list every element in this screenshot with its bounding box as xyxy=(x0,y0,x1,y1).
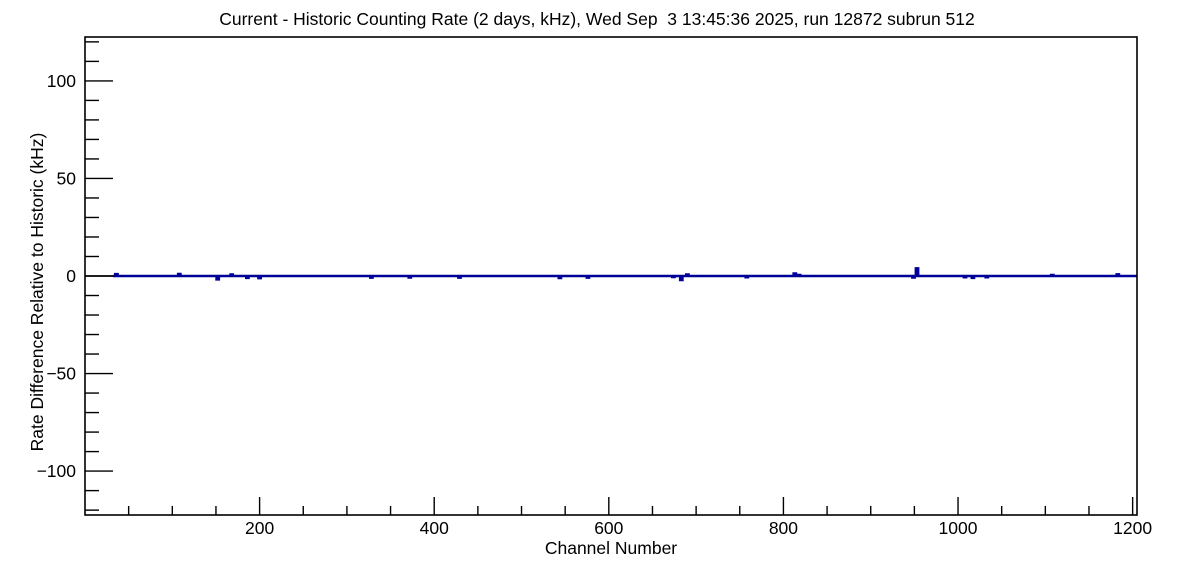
x-tick-label: 600 xyxy=(594,518,623,538)
y-tick-label: −50 xyxy=(46,364,76,384)
y-tick-label: 100 xyxy=(47,71,76,91)
x-tick-label: 400 xyxy=(420,518,449,538)
chart-title: Current - Historic Counting Rate (2 days… xyxy=(219,9,975,29)
axis-tick-labels: 100 50 0 −50 −100 200 400 600 800 1000 1200 xyxy=(37,71,1153,538)
y-tick-label: −100 xyxy=(37,461,77,481)
axis-ticks xyxy=(85,41,1134,515)
y-tick-label: 50 xyxy=(57,168,77,188)
x-axis-title: Channel Number xyxy=(545,538,677,558)
x-tick-label: 1200 xyxy=(1113,518,1152,538)
data-series xyxy=(85,267,1137,282)
rate-difference-histogram-line xyxy=(112,267,1137,282)
x-tick-label: 1000 xyxy=(939,518,978,538)
x-tick-label: 800 xyxy=(769,518,798,538)
plot-frame xyxy=(84,36,1138,516)
y-axis-title: Rate Difference Relative to Historic (kH… xyxy=(27,133,47,452)
x-tick-label: 200 xyxy=(245,518,274,538)
y-tick-label: 0 xyxy=(66,266,76,286)
